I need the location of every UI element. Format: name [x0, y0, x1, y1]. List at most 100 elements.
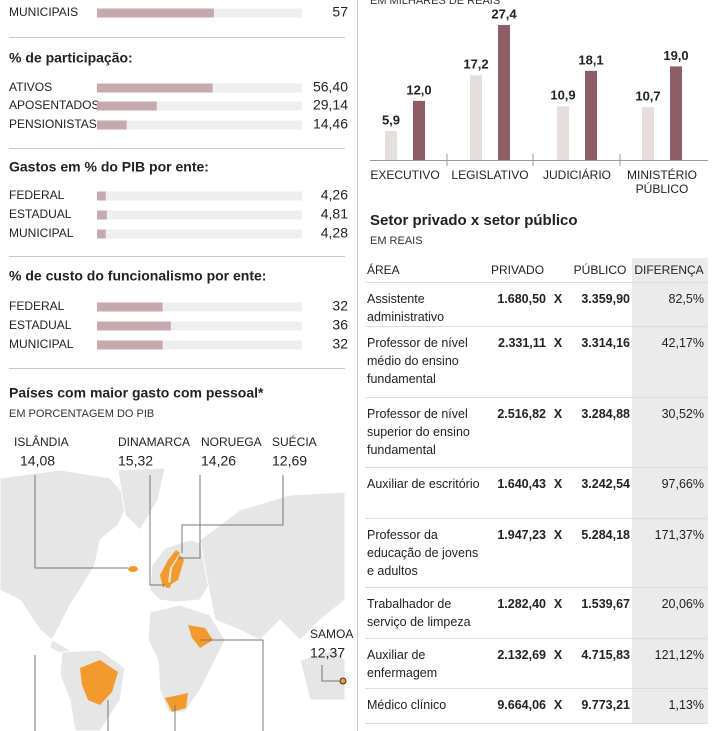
row-label: ESTADUAL	[9, 318, 72, 332]
country-value: 12,69	[272, 453, 307, 469]
table-row: Auxiliar de escritório 1.640,43 X 3.242,54 9…	[365, 467, 708, 519]
bar	[385, 130, 397, 160]
country-highlight	[160, 550, 180, 588]
country-name: NORUEGA	[201, 435, 262, 449]
country-name: SUÉCIA	[272, 434, 317, 449]
public-cell: 5.284,18	[568, 518, 632, 588]
row-label: FEDERAL	[9, 188, 65, 202]
private-cell: 1.640,43	[487, 467, 548, 519]
separator-cell: X	[548, 282, 568, 327]
row-label: MUNICIPAL	[9, 337, 74, 351]
difference-cell: 97,66%	[632, 467, 708, 519]
leader-line	[181, 475, 284, 553]
private-cell: 2.132,69	[487, 638, 548, 689]
bar	[642, 107, 654, 160]
value-label: 57	[332, 4, 348, 20]
row-label: ESTADUAL	[9, 207, 72, 221]
highlight-country	[165, 693, 188, 712]
area-cell: Auxiliar de enfermagem	[365, 638, 487, 689]
value-label: 5,9	[382, 112, 400, 127]
bar	[97, 8, 214, 18]
bar	[557, 106, 569, 160]
chart-subtitle: EM MILHARES DE REAIS	[370, 0, 500, 7]
area-cell: Trabalhador de serviço de limpeza	[365, 587, 487, 639]
value-label: 29,14	[313, 97, 348, 113]
land	[117, 467, 166, 531]
header-cell: PÚBLICO	[568, 258, 632, 283]
leader-line	[149, 475, 165, 586]
value-label: 18,1	[578, 52, 603, 67]
table-title: Setor privado x setor público	[370, 212, 578, 229]
difference-cell: 42,17%	[632, 326, 708, 398]
area-cell: Médico clínico	[365, 688, 487, 724]
value-label: 27,4	[491, 6, 517, 21]
table: ÁREA PRIVADO PÚBLICO DIFERENÇA Assistente ad…	[365, 258, 708, 724]
land	[199, 491, 346, 641]
header-cell: DIFERENÇA	[632, 258, 708, 283]
private-cell: 2.331,11	[487, 326, 548, 398]
bar-track	[97, 191, 302, 201]
bar	[97, 340, 163, 350]
section-title: % de custo do funcionalismo por ente:	[9, 268, 266, 284]
table-row: Trabalhador de serviço de limpeza 1.282,4…	[365, 587, 708, 639]
area-cell: Assistente administrativo	[365, 282, 487, 327]
value-label: 4,26	[321, 187, 348, 203]
x-tick-label: JUDICIÁRIO	[542, 168, 611, 182]
bar	[97, 120, 127, 130]
bar	[97, 229, 106, 239]
bar	[413, 100, 425, 160]
area-cell: Auxiliar de escritório	[365, 467, 487, 519]
private-cell: 2.516,82	[487, 397, 548, 468]
table-row: Assistente administrativo 1.680,50 X 3.359,…	[365, 282, 708, 327]
highlight-country	[188, 625, 213, 648]
salary-table: ÁREA PRIVADO PÚBLICO DIFERENÇA Assistente ad…	[365, 258, 708, 724]
value-label: 10,9	[550, 88, 575, 103]
value-label: 10,7	[635, 89, 660, 104]
bar-track	[97, 340, 302, 350]
public-cell: 4.715,83	[568, 638, 632, 689]
x-tick-label: LEGISLATIVO	[451, 168, 529, 182]
country-value: 12,37	[310, 645, 345, 661]
value-label: 14,46	[313, 116, 348, 132]
public-cell: 9.773,21	[568, 688, 632, 724]
country-value: 14,08	[20, 453, 55, 469]
bar-track	[97, 229, 302, 239]
public-cell: 3.242,54	[568, 467, 632, 519]
private-cell: 1.680,50	[487, 282, 548, 327]
leader-line	[178, 475, 201, 559]
table-row: Professor de nível superior do ensino fu…	[365, 397, 708, 468]
difference-cell: 82,5%	[632, 282, 708, 327]
section-title: % de participação:	[9, 50, 133, 66]
bar	[97, 321, 171, 331]
separator-cell: X	[548, 688, 568, 724]
value-label: 12,0	[406, 82, 431, 97]
country-name: SAMOA	[310, 627, 353, 641]
separator-cell: X	[548, 467, 568, 519]
row-label: APOSENTADOS	[9, 98, 99, 112]
bar	[97, 83, 213, 93]
value-label: 32	[332, 336, 348, 352]
value-label: 17,2	[463, 57, 488, 72]
leader-line	[321, 665, 340, 682]
table-row: Professor da educação de jovens e adulto…	[365, 518, 708, 588]
bar-track	[97, 101, 302, 111]
bar-track	[97, 321, 302, 331]
x-tick-label: MINISTÉRIO PÚBLICO	[626, 168, 697, 196]
bar	[585, 70, 597, 160]
public-cell: 3.359,90	[568, 282, 632, 327]
country-highlight	[128, 566, 138, 572]
bar	[470, 75, 482, 160]
table-row: Médico clínico 9.664,06 X 9.773,21 1,13%	[365, 688, 708, 724]
bar	[97, 302, 163, 312]
private-cell: 1.282,40	[487, 587, 548, 639]
country-highlight	[339, 677, 347, 685]
separator-cell: X	[548, 326, 568, 398]
difference-cell: 20,06%	[632, 587, 708, 639]
row-label: PENSIONISTAS	[9, 117, 97, 131]
table-row: Auxiliar de enfermagem 2.132,69 X 4.715,83 1…	[365, 638, 708, 689]
public-cell: 3.314,16	[568, 326, 632, 398]
row-label: ATIVOS	[9, 80, 52, 94]
value-label: 36	[332, 317, 348, 333]
